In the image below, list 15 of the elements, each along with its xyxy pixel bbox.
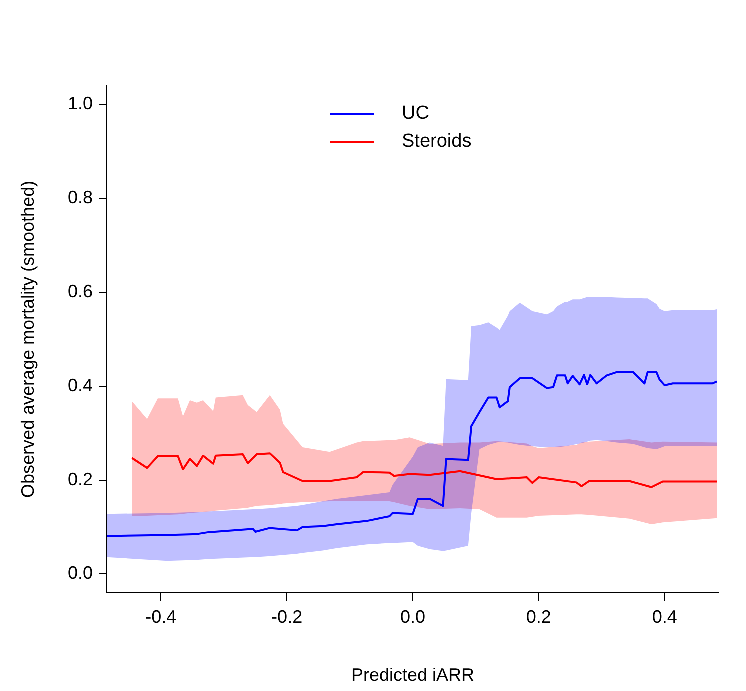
- y-tick-label: 0.4: [68, 375, 93, 396]
- y-tick-label: 1.0: [68, 94, 93, 114]
- x-tick-label: -0.2: [272, 606, 303, 627]
- y-tick-label: 0.6: [68, 282, 93, 302]
- x-tick-label: 0.0: [400, 606, 426, 627]
- y-tick-label: 0.2: [68, 469, 93, 490]
- x-axis-title: Predicted iARR: [351, 665, 475, 686]
- legend-label: Steroids: [402, 131, 472, 153]
- legend-label: UC: [402, 103, 430, 125]
- y-tick-label: 0.0: [68, 563, 93, 584]
- x-tick-label: -0.4: [146, 606, 177, 627]
- x-tick-label: 0.2: [526, 606, 552, 627]
- y-axis-title: Observed average mortality (smoothed): [18, 180, 38, 498]
- y-tick-label: 0.8: [68, 188, 93, 208]
- x-tick-label: 0.4: [652, 606, 678, 627]
